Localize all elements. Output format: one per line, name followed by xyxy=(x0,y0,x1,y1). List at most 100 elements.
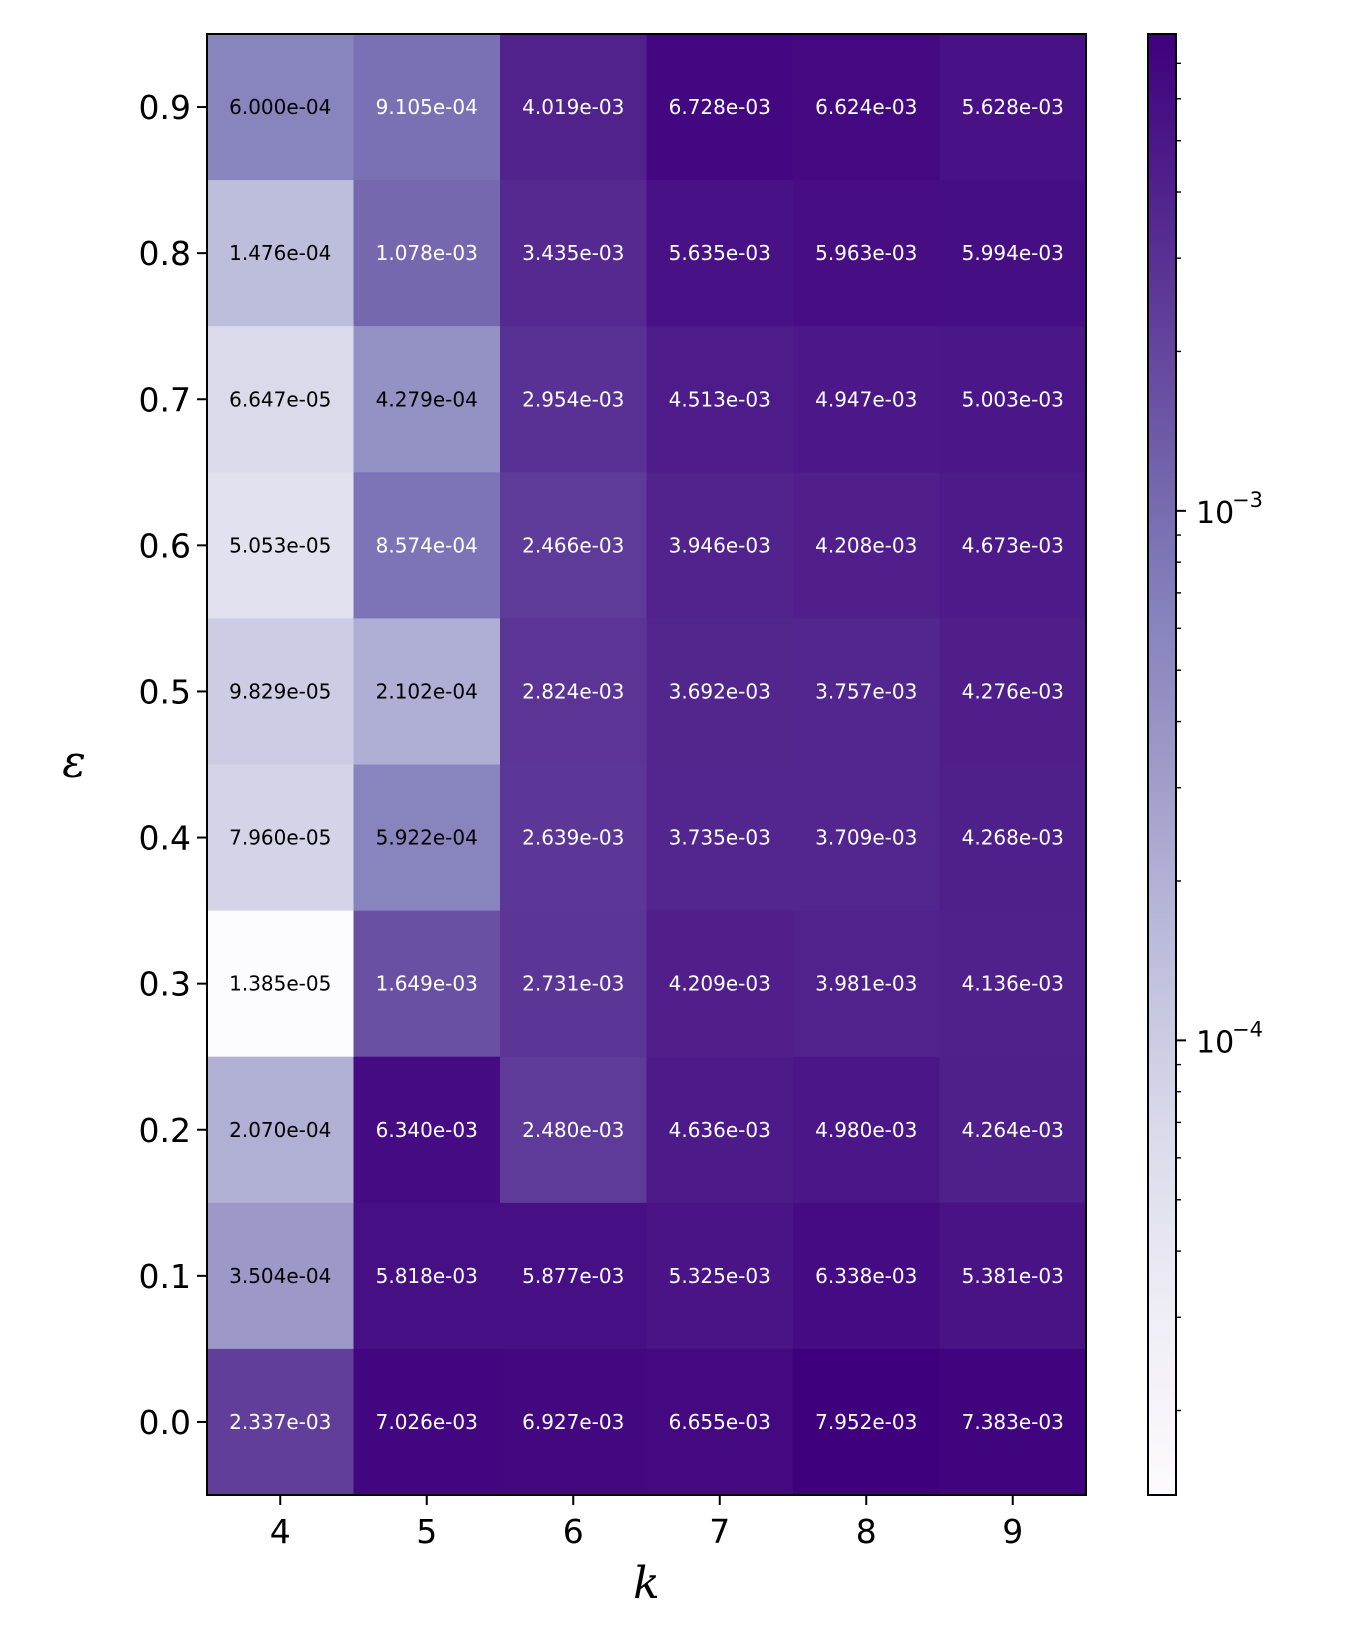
heatmap-cell xyxy=(646,1348,794,1496)
cell-value-label: 1.649e-03 xyxy=(376,972,478,996)
cell-value-label: 6.927e-03 xyxy=(522,1410,624,1434)
heatmap-cell xyxy=(500,34,648,181)
heatmap-cells xyxy=(207,34,1087,1496)
cell-value-label: 4.209e-03 xyxy=(669,972,771,996)
cell-value-label: 4.673e-03 xyxy=(962,533,1064,557)
heatmap-cell xyxy=(793,472,941,619)
cell-value-label: 4.276e-03 xyxy=(962,679,1064,703)
heatmap-cell xyxy=(646,764,794,912)
cell-value-label: 5.963e-03 xyxy=(815,241,917,265)
x-tick-label: 8 xyxy=(856,1512,877,1551)
cell-value-label: 3.709e-03 xyxy=(815,826,917,850)
x-axis-ticks: 4 5 6 7 8 9 xyxy=(270,1495,1023,1551)
colorbar-tick-exponent: −4 xyxy=(1232,1017,1263,1041)
x-tick-label: 4 xyxy=(270,1512,291,1551)
x-axis-label: k xyxy=(633,1558,660,1609)
cell-value-label: 7.383e-03 xyxy=(962,1410,1064,1434)
cell-value-label: 3.981e-03 xyxy=(815,972,917,996)
heatmap-cell xyxy=(353,34,501,181)
cell-value-label: 2.480e-03 xyxy=(522,1118,624,1142)
heatmap-cell xyxy=(646,326,794,473)
cell-value-label: 1.385e-05 xyxy=(229,972,331,996)
cell-value-label: 5.994e-03 xyxy=(962,241,1064,265)
heatmap-cell xyxy=(207,1056,355,1204)
y-tick-label: 0.7 xyxy=(139,380,191,419)
y-tick-label: 0.9 xyxy=(139,88,191,127)
heatmap-cell xyxy=(939,472,1087,619)
cell-value-label: 8.574e-04 xyxy=(376,533,478,557)
heatmap-cell xyxy=(500,764,648,912)
heatmap-cell xyxy=(207,472,355,619)
cell-value-label: 2.824e-03 xyxy=(522,679,624,703)
cell-value-label: 2.337e-03 xyxy=(229,1410,331,1434)
heatmap-cell xyxy=(500,326,648,473)
heatmap-cell xyxy=(793,1348,941,1496)
cell-value-label: 4.136e-03 xyxy=(962,972,1064,996)
cell-value-label: 3.735e-03 xyxy=(669,826,771,850)
y-tick-label: 0.1 xyxy=(139,1257,191,1296)
cell-value-label: 2.070e-04 xyxy=(229,1118,331,1142)
cell-value-label: 5.628e-03 xyxy=(962,95,1064,119)
x-tick-label: 7 xyxy=(709,1512,730,1551)
cell-value-label: 4.019e-03 xyxy=(522,95,624,119)
cell-value-label: 5.003e-03 xyxy=(962,387,1064,411)
y-axis-label: ε xyxy=(62,737,86,788)
heatmap-cell-labels: 6.000e-04 9.105e-04 4.019e-03 6.728e-03 6.62… xyxy=(229,95,1064,1434)
heatmap-cell xyxy=(646,1202,794,1350)
colorbar-ticks: 10−410−3 xyxy=(1176,62,1263,1412)
heatmap-cell xyxy=(353,326,501,473)
heatmap-cell xyxy=(939,326,1087,473)
heatmap-cell xyxy=(939,1348,1087,1496)
colorbar-gradient xyxy=(1147,33,1177,1496)
heatmap-cell xyxy=(646,910,794,1058)
heatmap-cell xyxy=(500,1202,648,1350)
cell-value-label: 3.435e-03 xyxy=(522,241,624,265)
y-tick-label: 0.6 xyxy=(139,526,191,565)
cell-value-label: 5.053e-05 xyxy=(229,533,331,557)
heatmap-cell xyxy=(939,180,1087,327)
cell-value-label: 5.381e-03 xyxy=(962,1264,1064,1288)
heatmap-cell xyxy=(207,1348,355,1496)
cell-value-label: 6.338e-03 xyxy=(815,1264,917,1288)
cell-value-label: 4.636e-03 xyxy=(669,1118,771,1142)
heatmap-cell xyxy=(500,180,648,327)
y-tick-label: 0.5 xyxy=(139,672,191,711)
cell-value-label: 5.922e-04 xyxy=(376,826,478,850)
y-axis-ticks: 0.9 0.8 0.7 0.6 0.5 0.4 0.3 0.2 0.1 0.0 xyxy=(139,88,207,1442)
cell-value-label: 4.947e-03 xyxy=(815,387,917,411)
x-tick-label: 6 xyxy=(563,1512,584,1551)
y-tick-label: 0.0 xyxy=(139,1403,191,1442)
heatmap-cell xyxy=(353,1056,501,1204)
heatmap-cell xyxy=(793,34,941,181)
colorbar-tick-label: 10 xyxy=(1196,496,1234,531)
heatmap-cell xyxy=(646,34,794,181)
cell-value-label: 2.639e-03 xyxy=(522,826,624,850)
heatmap-cell xyxy=(207,326,355,473)
cell-value-label: 5.635e-03 xyxy=(669,241,771,265)
heatmap-cell xyxy=(353,180,501,327)
cell-value-label: 3.946e-03 xyxy=(669,533,771,557)
heatmap-cell xyxy=(793,326,941,473)
cell-value-label: 3.692e-03 xyxy=(669,679,771,703)
heatmap-cell xyxy=(500,1348,648,1496)
cell-value-label: 9.829e-05 xyxy=(229,679,331,703)
cell-value-label: 6.647e-05 xyxy=(229,387,331,411)
heatmap-cell xyxy=(353,472,501,619)
heatmap-cell xyxy=(207,910,355,1058)
cell-value-label: 5.877e-03 xyxy=(522,1264,624,1288)
heatmap-cell xyxy=(939,1202,1087,1350)
cell-value-label: 9.105e-04 xyxy=(376,95,478,119)
cell-value-label: 2.731e-03 xyxy=(522,972,624,996)
y-tick-label: 0.8 xyxy=(139,234,191,273)
heatmap-cell xyxy=(207,1202,355,1350)
cell-value-label: 4.208e-03 xyxy=(815,533,917,557)
heatmap-cell xyxy=(500,472,648,619)
heatmap-cell xyxy=(793,1056,941,1204)
heatmap-cell xyxy=(793,1202,941,1350)
heatmap-cell xyxy=(939,34,1087,181)
cell-value-label: 3.757e-03 xyxy=(815,679,917,703)
heatmap-cell xyxy=(939,910,1087,1058)
heatmap-cell xyxy=(646,1056,794,1204)
cell-value-label: 7.952e-03 xyxy=(815,1410,917,1434)
cell-value-label: 6.728e-03 xyxy=(669,95,771,119)
